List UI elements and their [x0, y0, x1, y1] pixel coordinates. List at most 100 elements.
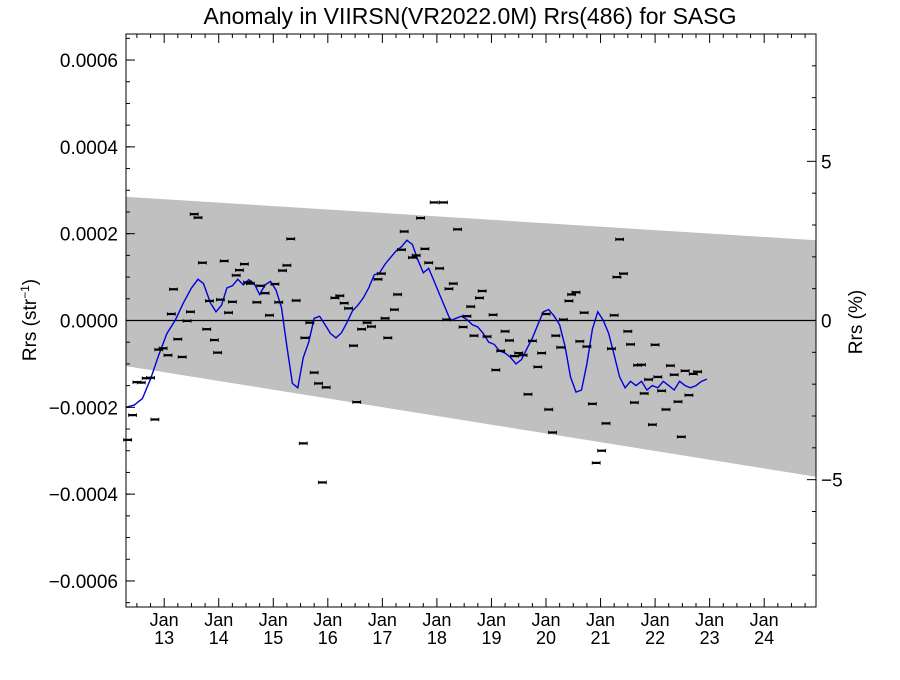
- x-tick-year-label: 23: [700, 628, 720, 648]
- data-point: [173, 337, 183, 341]
- data-point: [344, 306, 353, 311]
- x-tick-month-label: Jan: [750, 610, 779, 630]
- y2-tick-label: −5: [821, 471, 843, 492]
- data-point: [197, 260, 207, 265]
- data-point: [591, 461, 601, 465]
- data-point: [657, 389, 667, 393]
- data-point: [136, 380, 146, 385]
- data-point: [644, 377, 653, 382]
- data-point: [466, 304, 476, 309]
- data-point: [128, 413, 137, 417]
- data-point: [458, 325, 468, 329]
- data-point: [270, 282, 280, 286]
- data-point: [185, 310, 195, 314]
- data-point: [300, 336, 310, 340]
- data-point: [462, 314, 472, 318]
- x-tick-year-label: 16: [318, 628, 338, 648]
- data-point: [278, 268, 287, 273]
- data-point: [224, 310, 233, 315]
- data-point: [274, 300, 284, 305]
- x-tick-year-label: 20: [536, 628, 556, 648]
- data-point: [482, 334, 492, 339]
- data-point: [597, 448, 607, 453]
- data-point: [647, 422, 657, 427]
- data-point: [352, 400, 362, 404]
- data-point: [533, 365, 543, 369]
- data-point: [146, 376, 155, 380]
- x-tick-month-label: Jan: [368, 610, 397, 630]
- data-point: [193, 215, 203, 220]
- smoothed-series-line: [125, 239, 708, 408]
- data-point: [435, 266, 445, 271]
- data-point: [150, 417, 160, 422]
- y-axis-label-superscript: −1: [18, 285, 32, 299]
- x-tick-month-label: Jan: [586, 610, 615, 630]
- y-tick-label: −0.0004: [49, 485, 119, 506]
- data-point: [397, 247, 406, 252]
- data-point: [496, 349, 506, 353]
- y-tick-label: 0.0004: [60, 138, 119, 159]
- data-point: [339, 301, 349, 305]
- data-point: [669, 372, 679, 377]
- data-point: [389, 307, 399, 312]
- y2-tick-label: 5: [821, 152, 832, 173]
- data-point: [260, 291, 270, 295]
- data-point: [619, 271, 628, 276]
- data-point: [166, 312, 176, 316]
- x-tick-month-label: Jan: [313, 610, 342, 630]
- data-point: [607, 346, 616, 351]
- data-point: [505, 338, 514, 343]
- data-point: [182, 319, 192, 323]
- x-tick-year-label: 13: [154, 628, 174, 648]
- data-point: [575, 339, 585, 344]
- y-tick-label: 0.0002: [60, 225, 118, 246]
- data-point: [448, 281, 458, 286]
- y-axis-label-tail: ): [20, 279, 41, 285]
- x-tick-year-label: 15: [263, 628, 283, 648]
- x-tick-year-label: 18: [427, 628, 447, 648]
- x-tick-month-label: Jan: [150, 610, 179, 630]
- data-point: [424, 260, 434, 265]
- data-point: [215, 297, 225, 302]
- data-point: [475, 296, 484, 300]
- x-tick-year-label: 24: [754, 628, 774, 648]
- y-tick-label: −0.0006: [49, 572, 118, 593]
- data-point: [477, 289, 487, 293]
- data-point: [615, 237, 625, 242]
- data-point: [564, 299, 574, 303]
- data-point: [169, 287, 178, 292]
- x-tick-year-label: 17: [372, 628, 392, 648]
- x-tick-year-label: 14: [209, 628, 229, 648]
- data-point: [442, 317, 452, 322]
- data-point: [399, 229, 409, 234]
- y-tick-label: 0.0006: [60, 51, 118, 72]
- data-point: [527, 339, 537, 343]
- data-point: [491, 368, 501, 372]
- data-point: [518, 353, 528, 358]
- x-tick-month-label: Jan: [422, 610, 451, 630]
- data-point: [537, 351, 547, 355]
- data-point: [579, 310, 589, 315]
- data-point: [626, 342, 635, 347]
- data-point: [612, 275, 622, 279]
- data-point: [693, 369, 703, 374]
- data-point: [291, 298, 301, 303]
- data-point: [357, 327, 367, 331]
- data-point: [252, 300, 262, 305]
- data-point: [469, 333, 479, 338]
- data-point: [571, 290, 581, 295]
- data-point: [265, 313, 274, 318]
- x-tick-month-label: Jan: [641, 610, 670, 630]
- data-point: [158, 346, 168, 351]
- data-point: [544, 407, 554, 412]
- data-point: [205, 299, 214, 303]
- data-point: [551, 333, 561, 338]
- data-point: [227, 300, 237, 304]
- data-point: [202, 327, 212, 331]
- data-point: [629, 400, 639, 405]
- data-point: [661, 407, 671, 412]
- data-point: [609, 313, 619, 318]
- x-tick-month-label: Jan: [695, 610, 724, 630]
